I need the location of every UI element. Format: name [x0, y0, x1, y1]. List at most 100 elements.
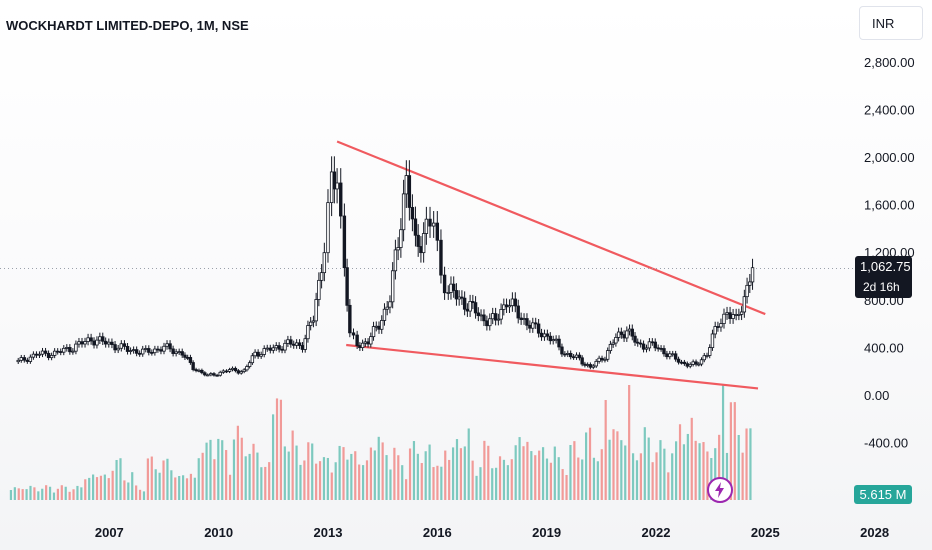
- candle-body: [583, 363, 587, 366]
- candle-body: [34, 353, 39, 356]
- candle-body: [399, 229, 403, 248]
- volume-bar: [361, 465, 365, 500]
- candle-body: [416, 234, 420, 247]
- candle-body: [452, 283, 456, 291]
- candle-body: [563, 353, 567, 356]
- volume-bar: [45, 485, 48, 500]
- candle-body: [641, 343, 646, 350]
- candle-body: [385, 306, 389, 310]
- volume-bar: [162, 460, 165, 500]
- volume-bar: [135, 485, 138, 500]
- candle-body: [442, 274, 447, 294]
- candle-body: [580, 357, 584, 365]
- volume-bar: [260, 467, 263, 500]
- volume-bar: [479, 467, 482, 500]
- candle-body: [224, 370, 229, 373]
- volume-bar: [209, 439, 212, 500]
- candle-body: [659, 347, 663, 350]
- volume-bar: [659, 440, 662, 500]
- candle-body: [37, 353, 42, 356]
- trendline-lower[interactable]: [346, 343, 759, 390]
- volume-bar: [412, 441, 416, 500]
- volume-bar: [667, 472, 670, 500]
- candle-body: [297, 342, 302, 346]
- volume-bar: [166, 458, 169, 500]
- volume-bar: [714, 448, 717, 500]
- volume-bar: [88, 477, 91, 500]
- volume-bar: [358, 464, 361, 500]
- candle-body: [510, 298, 515, 306]
- volume-bar: [217, 438, 220, 500]
- candle-body: [644, 347, 649, 350]
- volume-bar: [733, 402, 736, 500]
- candle-body: [719, 323, 723, 328]
- volume-bar: [393, 447, 396, 500]
- volume-bar: [604, 400, 607, 500]
- candle-body: [358, 345, 362, 349]
- volume-bar: [221, 440, 224, 500]
- candle-body: [68, 347, 72, 353]
- y-axis: 2,800.002,400.002,000.001,600.001,200.00…: [864, 55, 915, 451]
- volume-bar: [174, 477, 177, 500]
- volume-bar: [52, 492, 56, 500]
- candle-body: [180, 351, 184, 356]
- volume-bar: [346, 459, 349, 500]
- flash-icon[interactable]: [707, 477, 733, 503]
- candle-body: [322, 252, 327, 274]
- volume-bar: [690, 417, 693, 500]
- currency-selector-button[interactable]: INR: [859, 6, 923, 40]
- volume-bar: [510, 459, 513, 500]
- volume-bar: [146, 458, 149, 500]
- candle-body: [49, 354, 54, 359]
- candle-body: [311, 320, 316, 323]
- volume-bar: [565, 475, 568, 500]
- volume-bar: [228, 474, 232, 500]
- volume-bar: [225, 450, 228, 500]
- volume-bar: [432, 467, 435, 500]
- volume-bar: [25, 489, 28, 500]
- x-tick-label: 2025: [751, 525, 780, 540]
- candle-body: [745, 284, 749, 298]
- candle-body: [52, 350, 57, 356]
- candle-body: [128, 350, 133, 352]
- candle-body: [682, 361, 687, 365]
- candle-body: [525, 318, 529, 326]
- candle-body: [694, 361, 698, 365]
- candle-body: [103, 340, 108, 345]
- volume-bar: [686, 433, 689, 500]
- volume-bar: [354, 451, 357, 500]
- trendline-upper[interactable]: [336, 140, 766, 316]
- candle-body: [548, 335, 552, 342]
- x-tick-label: 2016: [423, 525, 452, 540]
- candle-body: [479, 314, 483, 317]
- volume-bar: [495, 467, 498, 500]
- candle-body: [722, 313, 726, 324]
- candle-body: [110, 341, 114, 345]
- volume-bar: [248, 453, 251, 500]
- y-tick-label: 0.00: [864, 388, 889, 403]
- candle-body: [482, 314, 486, 322]
- volume-bar: [628, 385, 631, 500]
- candle-body: [156, 348, 160, 351]
- volume-bar: [592, 457, 596, 500]
- volume-bar: [448, 459, 451, 500]
- candle-body: [737, 313, 741, 316]
- candle-body: [268, 347, 272, 351]
- candle-body: [206, 374, 210, 377]
- volume-bar: [530, 451, 533, 500]
- candle-body: [113, 344, 117, 351]
- volume-bar: [405, 479, 408, 500]
- candle-body: [300, 345, 305, 350]
- candle-body: [250, 355, 255, 364]
- volume-bar: [451, 447, 455, 500]
- volume-bar: [68, 491, 71, 500]
- volume-bar: [514, 445, 517, 500]
- candle-body: [653, 341, 657, 349]
- volume-bar: [596, 461, 599, 500]
- candle-body: [212, 373, 216, 376]
- volume-bar: [315, 463, 318, 500]
- volume-bar: [170, 470, 173, 500]
- volume-bar: [549, 462, 552, 500]
- candle-body: [462, 297, 467, 310]
